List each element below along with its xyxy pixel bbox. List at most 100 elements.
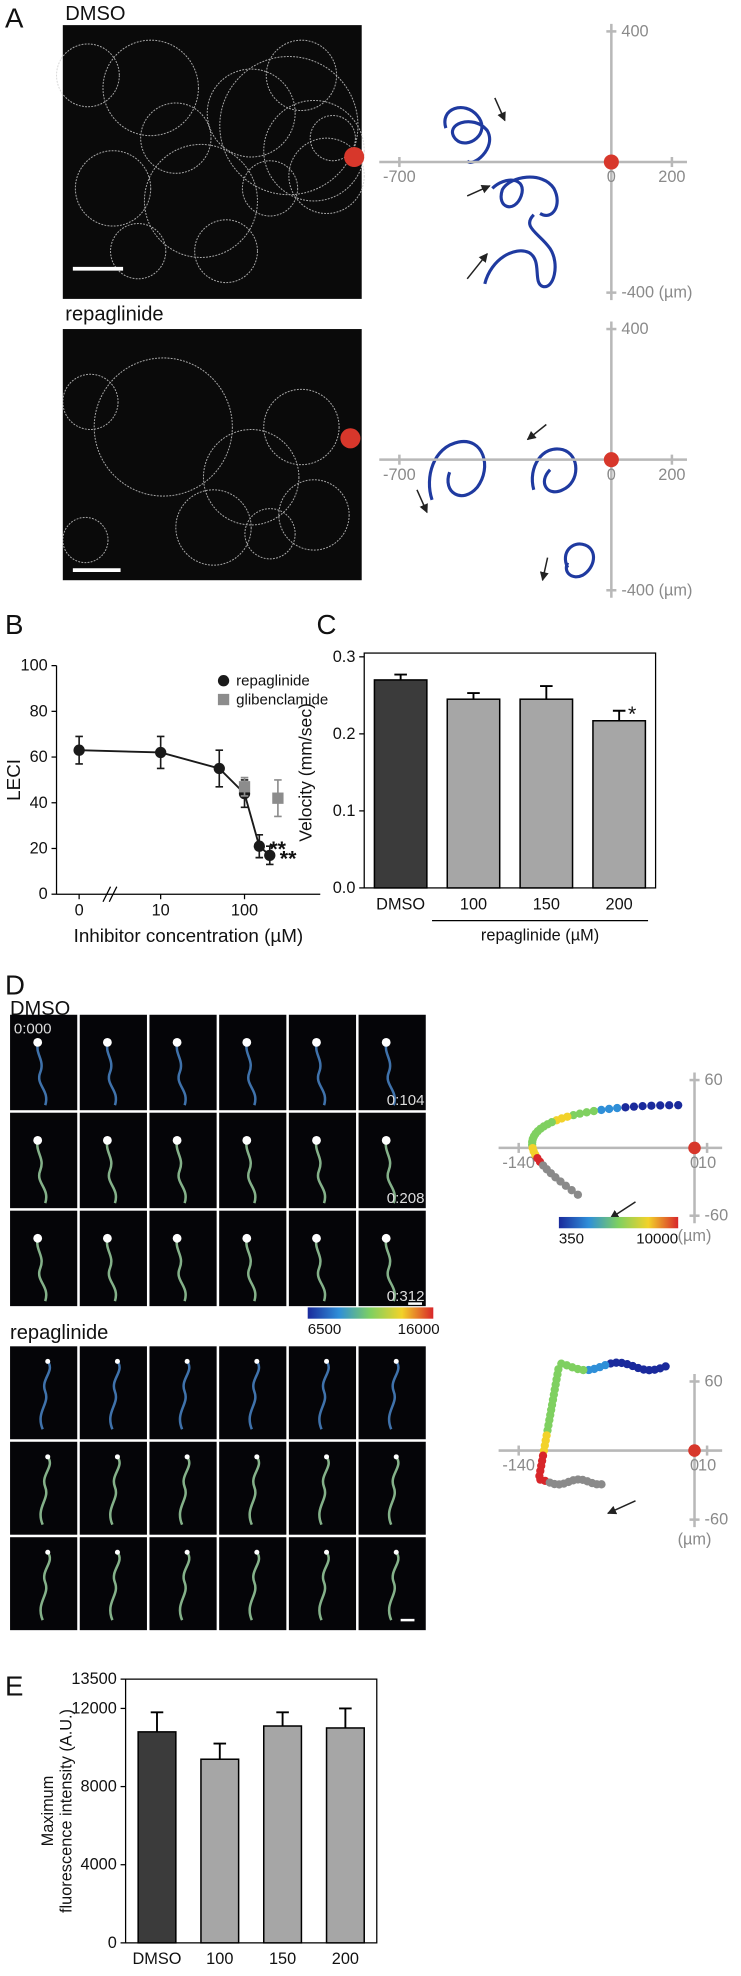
unit-label: (µm) — [678, 1531, 712, 1549]
x-tick-label: 100 — [206, 1950, 233, 1968]
significance-mark: ** — [280, 846, 297, 870]
bar — [200, 1758, 240, 1944]
trajectory-plot: -140 010 60 -60 (µm) — [498, 1373, 729, 1549]
cell-head — [184, 1549, 190, 1555]
trajectory-dot — [597, 1105, 606, 1115]
flagellum — [314, 1042, 327, 1106]
cell-head — [381, 1135, 391, 1145]
y-tick-label: 0 — [108, 1934, 117, 1952]
y-tick-label: 8000 — [81, 1778, 117, 1796]
colorbar-label: 6500 — [308, 1321, 342, 1338]
timelapse-grid — [10, 1014, 426, 1631]
flagellum — [384, 1140, 397, 1204]
timestamp: 0:312 — [387, 1288, 425, 1305]
cell-head — [393, 1549, 399, 1555]
timelapse-frame — [10, 1014, 78, 1111]
data-point — [155, 746, 167, 759]
timelapse-frame — [219, 1112, 287, 1209]
cell-head — [45, 1549, 51, 1555]
error-bar — [339, 1707, 352, 1728]
y-tick-label: 100 — [21, 657, 48, 675]
flagellum — [109, 1456, 121, 1526]
timelapse-frame — [79, 1537, 147, 1631]
y-tick-label: -400 (µm) — [621, 581, 692, 599]
y-tick-label: 40 — [30, 794, 48, 812]
flagellum — [318, 1551, 330, 1621]
bar — [519, 698, 574, 889]
cell-head — [172, 1037, 182, 1047]
origin-marker — [688, 1444, 701, 1457]
series-line — [79, 749, 271, 857]
trajectory-plot: -140 010 60 -60 (µm) 350 10000 — [498, 1071, 728, 1247]
y-tick-label: 0 — [39, 885, 48, 903]
x-tick-label: 200 — [606, 895, 633, 913]
cell-head — [114, 1358, 120, 1364]
timestamp: 0:104 — [387, 1092, 425, 1109]
bar — [137, 1731, 177, 1944]
data-point — [73, 744, 85, 756]
panel-label: A — [5, 3, 24, 34]
panel-label: C — [316, 609, 336, 640]
trajectory-dot — [582, 1108, 591, 1117]
cell-head — [184, 1454, 190, 1460]
flagellum — [384, 1042, 397, 1106]
y-tick-label: 80 — [30, 702, 48, 720]
flagellum — [314, 1238, 327, 1302]
flagellum — [178, 1360, 191, 1430]
trajectory-dot — [575, 1109, 585, 1118]
y-tick-label: 13500 — [71, 1670, 116, 1688]
cell-head — [324, 1454, 330, 1460]
flagellum — [248, 1456, 261, 1526]
timelapse-frame — [10, 1441, 78, 1535]
y-axis-label: Velocity (mm/sec) — [295, 703, 315, 842]
flagellum — [178, 1551, 191, 1621]
y-axis-label: Maximum — [39, 1776, 57, 1847]
y-tick-label: 60 — [705, 1071, 723, 1089]
timelapse-frame — [79, 1441, 147, 1535]
condition-label: repaglinide — [10, 1322, 108, 1344]
bar-chart: 0.0 0.1 0.2 0.3 DMSO 100 150 200 repaglinide (µM… — [295, 648, 657, 945]
timelapse-frame — [288, 1346, 357, 1440]
microscope-image — [62, 329, 362, 581]
flagellum — [109, 1551, 121, 1621]
cell-head — [324, 1358, 330, 1364]
timelapse-frame — [358, 1014, 426, 1111]
trajectory-dot — [638, 1101, 647, 1111]
y-tick-label: -60 — [705, 1511, 729, 1529]
legend-marker — [217, 693, 230, 706]
legend-marker — [217, 675, 230, 687]
flagellum — [387, 1360, 400, 1430]
timelapse-frame — [10, 1537, 78, 1631]
cell-head — [114, 1549, 120, 1555]
timelapse-frame — [149, 1014, 217, 1111]
timestamp: 0:208 — [387, 1190, 425, 1207]
x-tick-label: DMSO — [376, 895, 425, 913]
flagellum — [36, 1238, 48, 1302]
group-label: repaglinide (µM) — [481, 927, 599, 945]
error-bar — [540, 685, 553, 700]
x-tick-label: -700 — [383, 168, 416, 186]
cell-head — [324, 1549, 330, 1555]
flagellum — [248, 1551, 261, 1621]
trajectory-dot — [604, 1104, 614, 1114]
timelapse-frame — [358, 1537, 426, 1631]
cell-head — [393, 1454, 399, 1460]
trajectory-dot — [665, 1101, 674, 1110]
y-tick-label: 12000 — [71, 1699, 116, 1717]
timelapse-frame — [219, 1537, 287, 1631]
data-point — [238, 781, 251, 793]
timelapse-frame — [219, 1346, 287, 1440]
x-tick-label: 200 — [658, 168, 685, 186]
flagellum — [318, 1456, 330, 1526]
data-point — [272, 792, 284, 804]
cell-head — [102, 1233, 112, 1243]
origin-marker — [603, 154, 619, 170]
x-tick-label: 0 — [607, 466, 616, 484]
timelapse-frame — [288, 1210, 357, 1307]
flagellum — [175, 1042, 187, 1106]
flagellum — [314, 1140, 327, 1204]
x-tick-label: 150 — [533, 895, 560, 913]
colorbar — [558, 1216, 679, 1229]
